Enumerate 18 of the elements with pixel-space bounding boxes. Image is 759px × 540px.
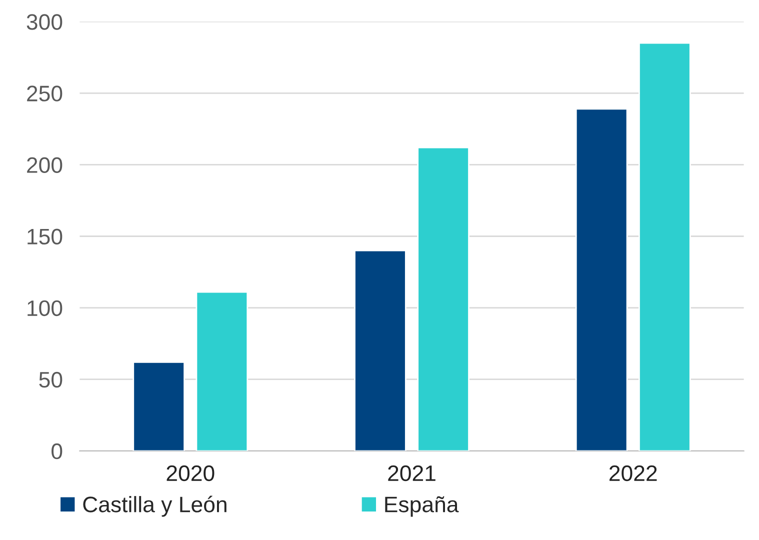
y-tick-label: 200	[27, 157, 62, 173]
bar	[132, 361, 185, 451]
x-tick-label: 2020	[166, 465, 214, 482]
bar	[575, 108, 628, 451]
bar	[196, 291, 248, 451]
y-tick-label: 250	[27, 86, 62, 102]
y-tick-label: 100	[28, 300, 62, 316]
y-tick-label: 50	[39, 372, 62, 388]
x-tick-label: 2021	[388, 465, 436, 482]
y-tick-label: 150	[28, 228, 62, 245]
y-tick-label: 0	[52, 443, 62, 460]
bar	[354, 250, 406, 451]
bar	[638, 42, 691, 451]
legend-label: Castilla y León	[83, 496, 226, 517]
legend-label: España	[385, 496, 459, 517]
y-tick-label: 300	[26, 14, 62, 30]
bar	[417, 146, 470, 451]
x-tick-label: 2022	[610, 465, 657, 482]
